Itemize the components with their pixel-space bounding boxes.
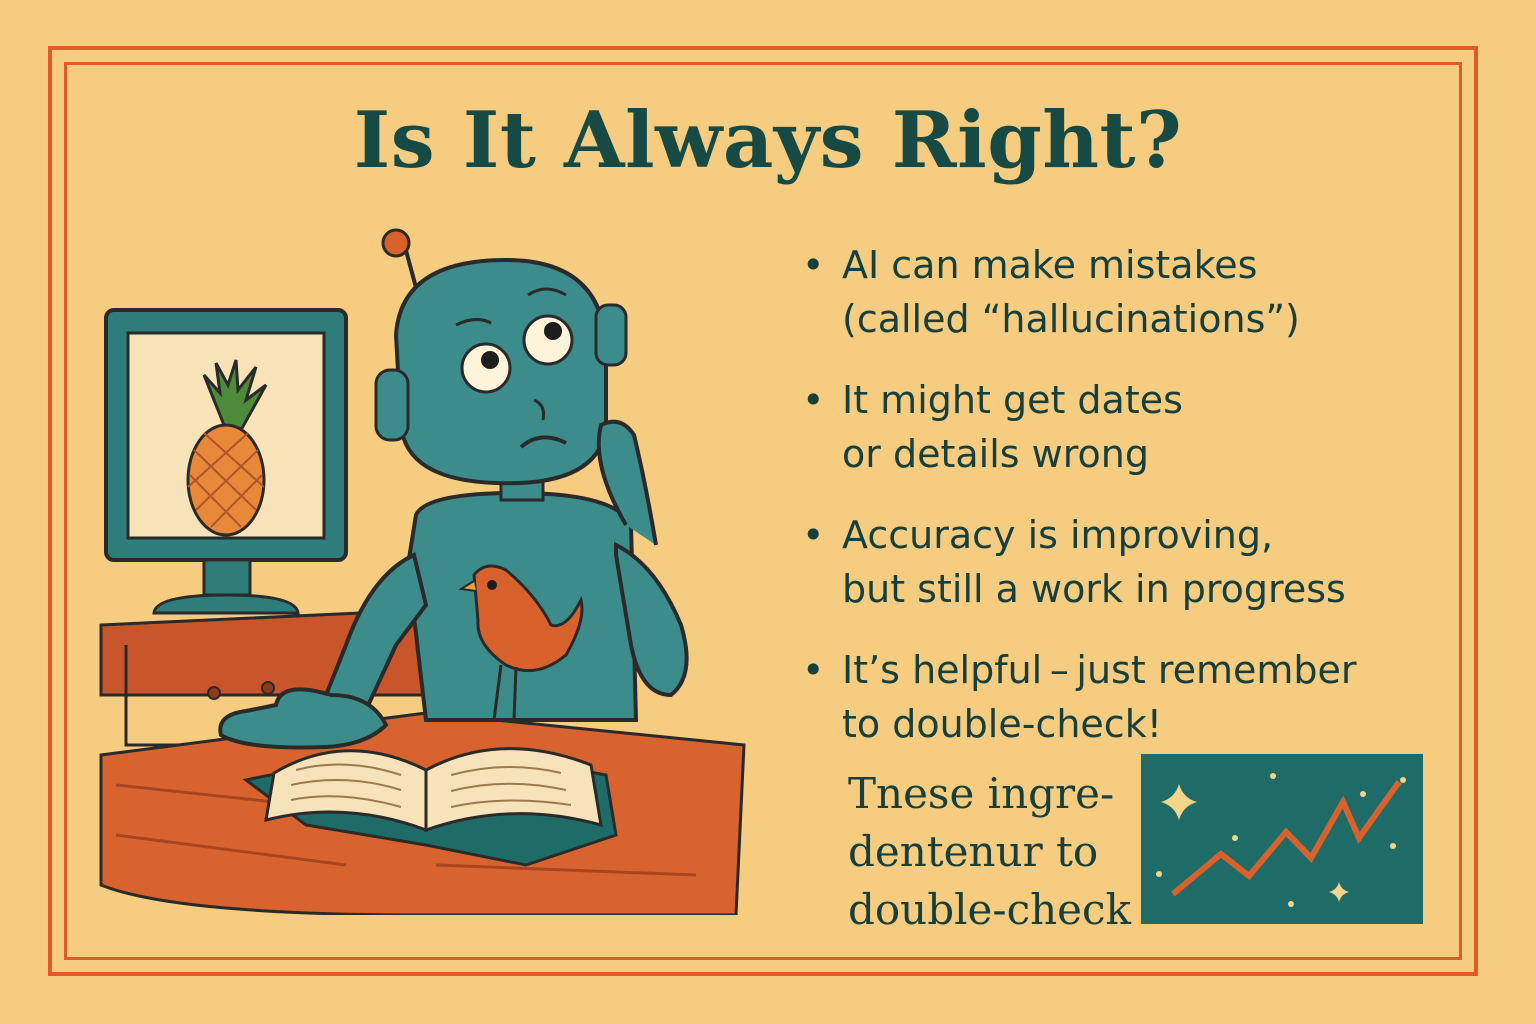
bullet-item-double-check: • It’s helpful – just remember to double…: [800, 643, 1440, 751]
bullet-dot: •: [802, 243, 825, 287]
star-dot: [1232, 835, 1238, 841]
bullet-item-mistakes: • AI can make mistakes (called “hallucin…: [800, 238, 1440, 346]
bullet-list: • AI can make mistakes (called “hallucin…: [800, 238, 1440, 778]
caption-text: Tnese ingre- dentenur to double-check: [848, 769, 1131, 934]
sparkle-icon: [1329, 882, 1349, 902]
trend-line-icon: [1171, 780, 1402, 897]
bullet-item-accuracy: • Accuracy is improving, but still a wor…: [800, 508, 1440, 616]
bullet-text: It might get dates or details wrong: [842, 378, 1183, 476]
star-dot: [1156, 871, 1162, 877]
monitor-icon: [104, 308, 348, 615]
star-dot: [1390, 843, 1396, 849]
bird-icon: [458, 564, 584, 722]
outer-frame: [48, 46, 1478, 976]
page-title: Is It Always Right?: [353, 95, 1183, 186]
bullet-text: Accuracy is improving, but still a work …: [842, 513, 1346, 611]
star-dot: [1288, 901, 1294, 907]
trend-panel: [1141, 754, 1423, 924]
book-icon: [242, 747, 618, 867]
star-dot: [1360, 791, 1366, 797]
inner-frame: [64, 62, 1462, 960]
bullet-text: AI can make mistakes (called “hallucinat…: [842, 243, 1300, 341]
star-dot: [1270, 773, 1276, 779]
sparkle-icon: [1161, 784, 1197, 820]
bullet-dot: •: [802, 378, 825, 422]
bullet-dot: •: [802, 513, 825, 557]
bullet-dot: •: [802, 648, 825, 692]
bullet-item-dates: • It might get dates or details wrong: [800, 373, 1440, 481]
star-dot: [1400, 777, 1406, 783]
bullet-text: It’s helpful – just remember to double-c…: [842, 648, 1357, 746]
pineapple-icon: [186, 359, 268, 537]
robot-illustration: [99, 228, 746, 915]
